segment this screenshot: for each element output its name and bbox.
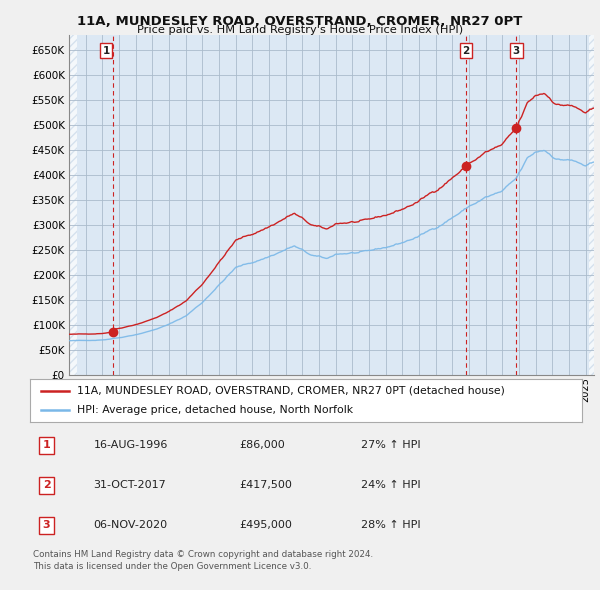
- Text: £495,000: £495,000: [240, 520, 293, 530]
- Bar: [69, 35, 77, 375]
- Text: 24% ↑ HPI: 24% ↑ HPI: [361, 480, 421, 490]
- Text: 11A, MUNDESLEY ROAD, OVERSTRAND, CROMER, NR27 0PT (detached house): 11A, MUNDESLEY ROAD, OVERSTRAND, CROMER,…: [77, 386, 505, 396]
- Text: 16-AUG-1996: 16-AUG-1996: [94, 440, 168, 450]
- Text: Contains HM Land Registry data © Crown copyright and database right 2024.
This d: Contains HM Land Registry data © Crown c…: [33, 550, 373, 571]
- Text: 27% ↑ HPI: 27% ↑ HPI: [361, 440, 421, 450]
- Text: 3: 3: [513, 45, 520, 55]
- Text: 2: 2: [43, 480, 50, 490]
- Text: Price paid vs. HM Land Registry's House Price Index (HPI): Price paid vs. HM Land Registry's House …: [137, 25, 463, 35]
- Text: £417,500: £417,500: [240, 480, 293, 490]
- Text: 1: 1: [43, 440, 50, 450]
- Text: 3: 3: [43, 520, 50, 530]
- Text: 06-NOV-2020: 06-NOV-2020: [94, 520, 167, 530]
- Text: 11A, MUNDESLEY ROAD, OVERSTRAND, CROMER, NR27 0PT: 11A, MUNDESLEY ROAD, OVERSTRAND, CROMER,…: [77, 15, 523, 28]
- Bar: [589, 35, 598, 375]
- Text: HPI: Average price, detached house, North Norfolk: HPI: Average price, detached house, Nort…: [77, 405, 353, 415]
- Text: 31-OCT-2017: 31-OCT-2017: [94, 480, 166, 490]
- Text: 28% ↑ HPI: 28% ↑ HPI: [361, 520, 421, 530]
- Text: 2: 2: [463, 45, 470, 55]
- Text: 1: 1: [103, 45, 110, 55]
- Text: £86,000: £86,000: [240, 440, 286, 450]
